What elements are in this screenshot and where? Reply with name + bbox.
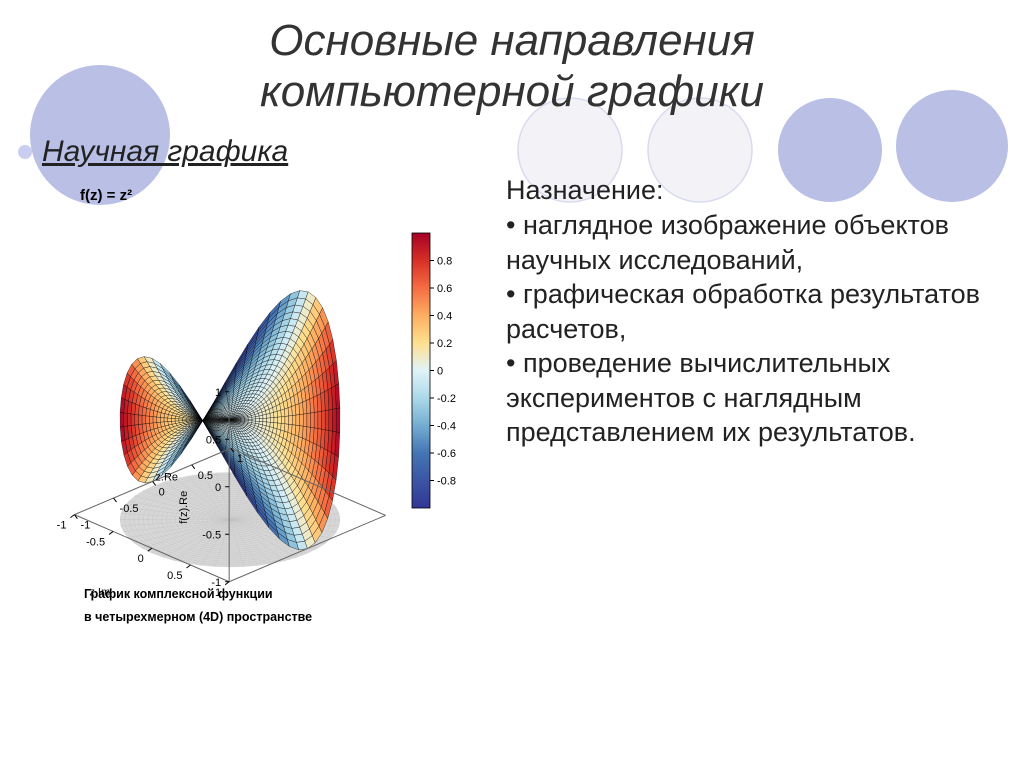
svg-text:f(z).Re: f(z).Re: [178, 491, 190, 524]
subtitle-text: Научная графика: [42, 135, 288, 169]
content-row: f(z) = z² 10.50-0.5-1f(z).Re-1-0.500.51z…: [0, 175, 1024, 640]
svg-text:-0.5: -0.5: [86, 537, 105, 549]
svg-text:-0.5: -0.5: [120, 503, 139, 515]
svg-text:-0.4: -0.4: [437, 421, 456, 433]
plot-caption: График комплексной функции в четырехмерн…: [84, 583, 312, 631]
svg-text:-1: -1: [80, 520, 90, 532]
slide-title: Основные направления компьютерной график…: [0, 0, 1024, 117]
purpose-heading: Назначение:: [506, 175, 996, 206]
svg-text:0.4: 0.4: [437, 311, 452, 323]
svg-text:1: 1: [215, 387, 221, 399]
plot-panel: f(z) = z² 10.50-0.5-1f(z).Re-1-0.500.51z…: [0, 175, 500, 640]
text-panel: Назначение: • наглядное изображение объе…: [500, 175, 1024, 640]
svg-text:0: 0: [437, 366, 443, 378]
plot-formula: f(z) = z²: [80, 187, 132, 204]
purpose-item: • проведение вычислительных эксперименто…: [506, 346, 996, 450]
svg-text:0.6: 0.6: [437, 283, 452, 295]
purpose-item: • графическая обработка результатов расч…: [506, 277, 996, 346]
svg-text:0.5: 0.5: [167, 570, 182, 582]
title-line-1: Основные направления: [269, 16, 754, 65]
svg-text:-0.5: -0.5: [202, 529, 221, 541]
purpose-list: • наглядное изображение объектов научных…: [506, 208, 996, 450]
svg-text:0: 0: [215, 482, 221, 494]
surface-plot: 10.50-0.5-1f(z).Re-1-0.500.51z.Re-1-0.50…: [0, 175, 500, 635]
purpose-item: • наглядное изображение объектов научных…: [506, 208, 996, 277]
svg-text:0.5: 0.5: [198, 470, 213, 482]
svg-text:0.5: 0.5: [206, 434, 221, 446]
svg-text:0: 0: [138, 553, 144, 565]
svg-text:0.8: 0.8: [437, 256, 452, 268]
svg-text:z.Re: z.Re: [155, 472, 178, 484]
plot-caption-line1: График комплексной функции: [84, 587, 273, 601]
plot-caption-line2: в четырехмерном (4D) пространстве: [84, 610, 312, 624]
subtitle-row: Научная графика: [18, 135, 1024, 169]
svg-text:1: 1: [237, 453, 243, 465]
svg-text:-0.6: -0.6: [437, 448, 456, 460]
svg-text:-0.2: -0.2: [437, 393, 456, 405]
svg-text:-1: -1: [57, 520, 67, 532]
svg-text:-0.8: -0.8: [437, 476, 456, 488]
title-line-2: компьютерной графики: [260, 67, 764, 116]
svg-text:0: 0: [159, 487, 165, 499]
bullet-icon: [18, 145, 32, 159]
svg-text:0.2: 0.2: [437, 338, 452, 350]
